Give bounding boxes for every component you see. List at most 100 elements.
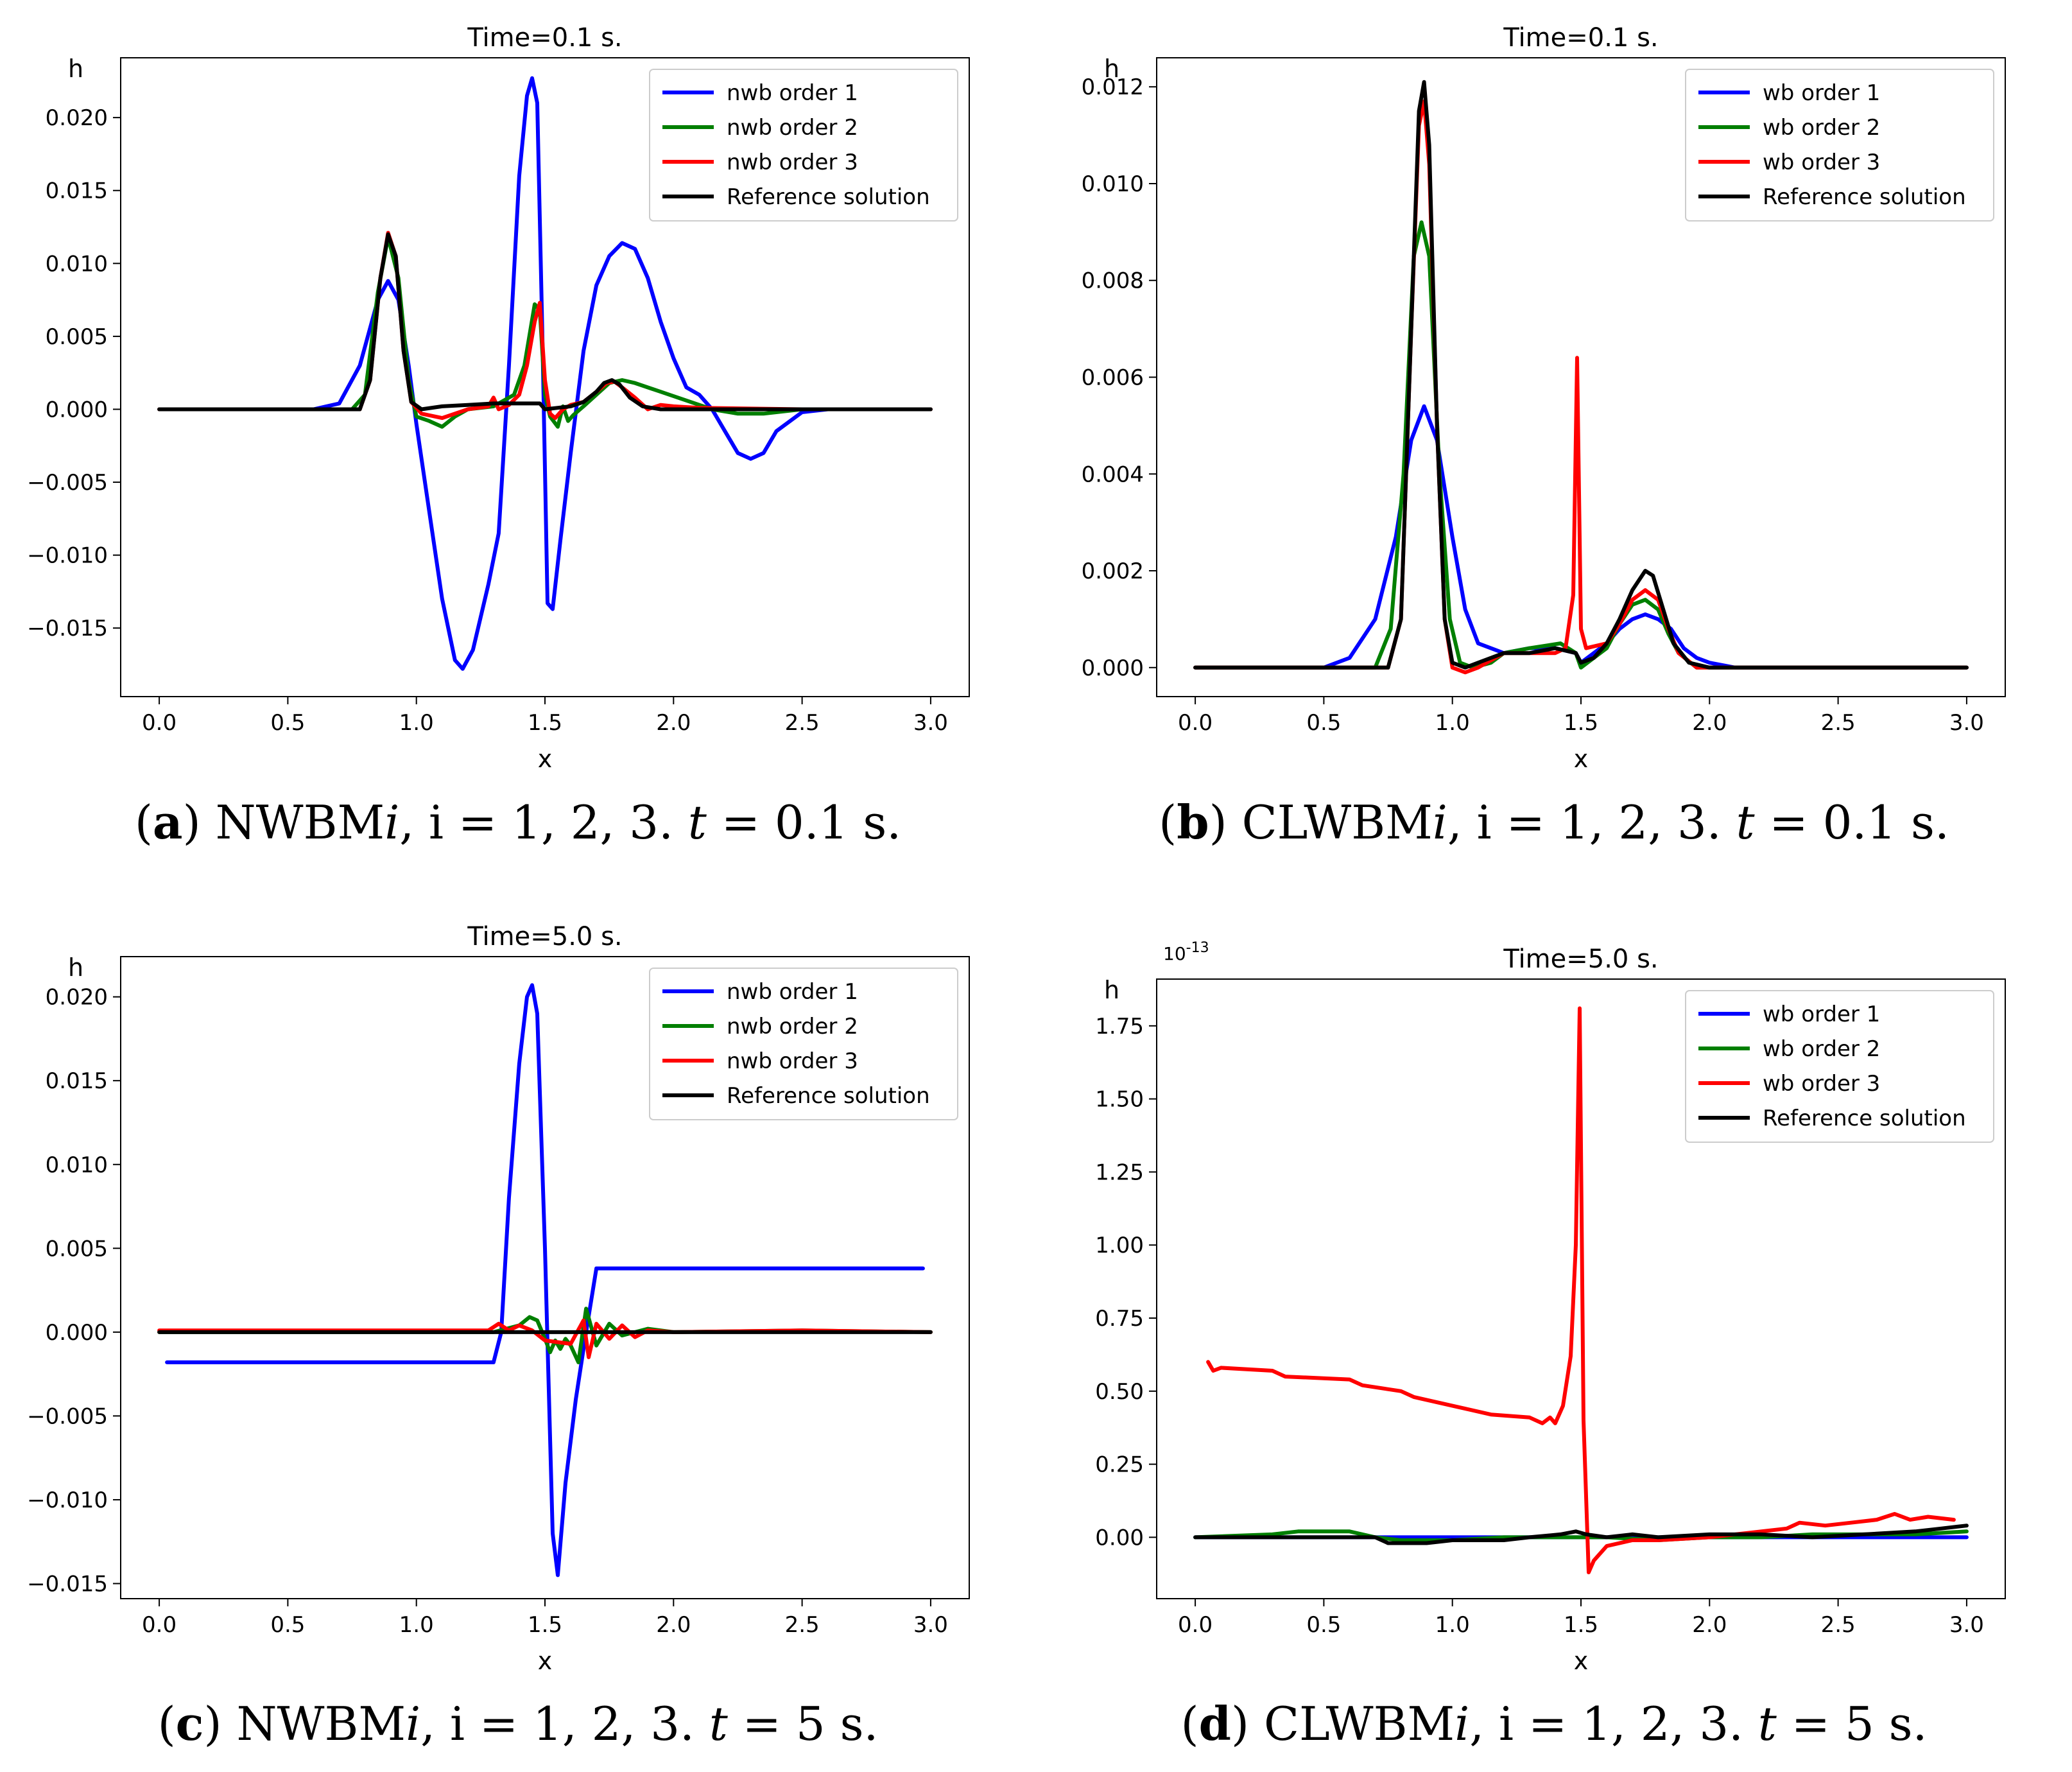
x-tick-label: 0.0 [142,1612,177,1638]
axis-exponent-label: 10-13 [1163,940,1209,964]
x-axis-label: x [538,745,553,773]
series-line-red [157,1318,933,1359]
y-tick-label: 1.75 [1095,1014,1144,1039]
y-tick-label: 0.50 [1095,1379,1144,1405]
legend-label: Reference solution [727,1083,930,1109]
x-tick-label: 0.5 [1306,710,1341,736]
x-tick-label: 1.0 [399,1612,434,1638]
legend: wb order 1 wb order 2 wb order 3 Reference … [1685,990,1994,1143]
y-tick-label: 0.000 [1082,656,1144,681]
x-tick-label: 0.5 [1306,1612,1341,1638]
caption-a: (a) NWBMi, i = 1, 2, 3. t = 0.1 s. [134,795,902,849]
y-tick-label: 0.010 [46,251,108,277]
series-line-blue [165,983,925,1577]
y-tick-label: 0.010 [46,1152,108,1178]
chart-a: Time=0.1 s. 0.0 0.5 1.0 1.5 2.0 2.5 3.0 −0.015 −0… [27,23,970,773]
x-tick-label: 1.5 [1564,710,1598,736]
y-tick-label: −0.015 [27,1572,108,1597]
legend-label: wb order 2 [1763,115,1880,141]
legend-box [649,968,958,1120]
series-line-green [157,235,933,429]
x-tick-label: 0.5 [270,710,305,736]
legend-label: nwb order 2 [727,1014,858,1039]
y-tick-label: 0.75 [1095,1306,1144,1332]
y-tick-label: 0.000 [46,1320,108,1346]
legend-box [649,69,958,222]
y-tick-label: 0.012 [1082,74,1144,100]
y-axis-label: h [1104,976,1119,1004]
x-tick-label: 1.5 [528,1612,562,1638]
legend-label: nwb order 3 [727,1048,858,1074]
panel-c: Time=5.0 s. 0.0 0.5 1.0 1.5 2.0 2.5 3.0 −0.015 −0… [0,886,1036,1772]
y-axis-label: h [68,953,83,982]
x-tick-label: 1.0 [1435,710,1470,736]
x-tick-label: 2.0 [656,1612,691,1638]
y-tick-label: 0.002 [1082,559,1144,584]
x-axis-label: x [1574,745,1589,773]
legend-label: wb order 2 [1763,1036,1880,1062]
x-tick-label: 2.0 [1692,1612,1727,1638]
chart-title: Time=5.0 s. [467,922,622,951]
chart-title: Time=5.0 s. [1503,944,1658,974]
legend: nwb order 1 nwb order 2 nwb order 3 Referen… [649,69,958,222]
legend-label: Reference solution [1763,184,1966,210]
x-tick-label: 2.0 [1692,710,1727,736]
y-tick-label: 0.020 [46,985,108,1011]
caption-b: (b) CLWBMi, i = 1, 2, 3. t = 0.1 s. [1159,795,1949,849]
chart-b: Time=0.1 s. 0.0 0.5 1.0 1.5 2.0 2.5 3.0 0.000 0.0… [1082,23,2006,773]
legend-box [1685,69,1994,222]
x-tick-label: 2.5 [1821,1612,1856,1638]
series-line-black [1193,1524,1969,1545]
x-tick-label: 2.0 [656,710,691,736]
legend-label: nwb order 1 [727,979,858,1005]
legend: wb order 1 wb order 2 wb order 3 Reference … [1685,69,1994,222]
x-tick-label: 2.5 [785,1612,820,1638]
y-tick-label: 0.00 [1095,1525,1144,1550]
x-tick-label: 1.0 [399,710,434,736]
x-tick-label: 3.0 [913,1612,948,1638]
y-tick-label: 1.25 [1095,1160,1144,1185]
x-tick-label: 1.5 [528,710,562,736]
legend-label: Reference solution [1763,1106,1966,1131]
x-tick-label: 1.0 [1435,1612,1470,1638]
y-tick-label: 1.50 [1095,1087,1144,1113]
y-tick-label: −0.005 [27,1403,108,1429]
y-tick-label: −0.010 [27,543,108,569]
x-tick-label: 3.0 [913,710,948,736]
x-tick-label: 2.5 [785,710,820,736]
y-tick-label: 0.000 [46,397,108,422]
y-axis-label: h [1104,55,1119,83]
x-tick-label: 3.0 [1949,1612,1984,1638]
y-tick-label: 0.25 [1095,1452,1144,1478]
series-line-green [1193,220,1969,670]
legend-label: nwb order 1 [727,80,858,106]
legend-label: nwb order 3 [727,150,858,175]
series-line-red [1193,99,1969,675]
series-line-red [1206,1006,1956,1574]
y-tick-label: 0.015 [46,178,108,204]
x-tick-label: 3.0 [1949,710,1984,736]
legend-label: wb order 1 [1763,80,1880,106]
legend-label: nwb order 2 [727,115,858,141]
chart-d: Time=5.0 s. 0.0 0.5 1.0 1.5 2.0 2.5 3.0 0.00 0.25… [1095,940,2006,1675]
legend: nwb order 1 nwb order 2 nwb order 3 Referen… [649,968,958,1120]
x-tick-label: 0.0 [142,710,177,736]
y-tick-label: 0.005 [46,324,108,350]
y-tick-label: 0.005 [46,1236,108,1262]
y-tick-label: 0.010 [1082,171,1144,197]
x-axis-label: x [538,1647,553,1675]
y-tick-label: 0.004 [1082,462,1144,487]
legend-label: Reference solution [727,184,930,210]
legend-label: wb order 1 [1763,1002,1880,1027]
y-tick-label: −0.010 [27,1488,108,1513]
y-axis-label: h [68,55,83,83]
chart-c: Time=5.0 s. 0.0 0.5 1.0 1.5 2.0 2.5 3.0 −0.015 −0… [27,922,970,1675]
y-tick-label: 0.015 [46,1068,108,1094]
x-tick-label: 2.5 [1821,710,1856,736]
caption-c: (c) NWBMi, i = 1, 2, 3. t = 5 s. [157,1696,879,1751]
series-line-black [157,232,933,412]
y-tick-label: 0.020 [46,105,108,131]
legend-label: wb order 3 [1763,150,1880,175]
x-tick-label: 1.5 [1564,1612,1598,1638]
chart-title: Time=0.1 s. [1503,23,1658,53]
